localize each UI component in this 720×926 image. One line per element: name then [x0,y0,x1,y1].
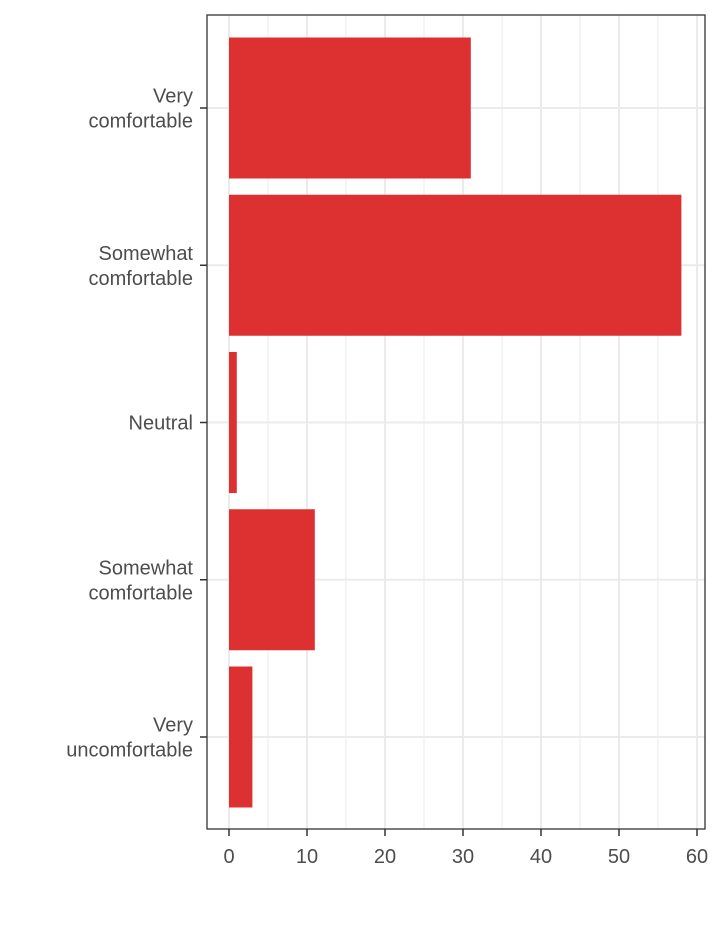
category-label: Very uncomfortable [66,715,193,762]
x-tick-label: 40 [530,846,552,868]
bar [229,194,682,336]
x-tick-label: 0 [223,846,234,868]
category-label: Somewhat comfortable [89,243,194,290]
x-tick-label: 60 [686,846,708,868]
bar [229,509,315,651]
category-label: Neutral [129,413,193,435]
x-tick-label: 20 [374,846,396,868]
x-tick-label: 10 [296,846,318,868]
bars [229,37,682,808]
x-axis: 0 10 20 30 40 50 60 [223,829,708,868]
bar [229,352,237,493]
bar [229,37,471,179]
category-label: Somewhat comfortable [89,557,194,604]
category-label: Very comfortable [89,86,194,133]
x-tick-label: 50 [608,846,630,868]
y-axis: Very comfortable Somewhat comfortable Neutra… [66,86,207,762]
x-tick-label: 30 [452,846,474,868]
bar [229,666,253,808]
